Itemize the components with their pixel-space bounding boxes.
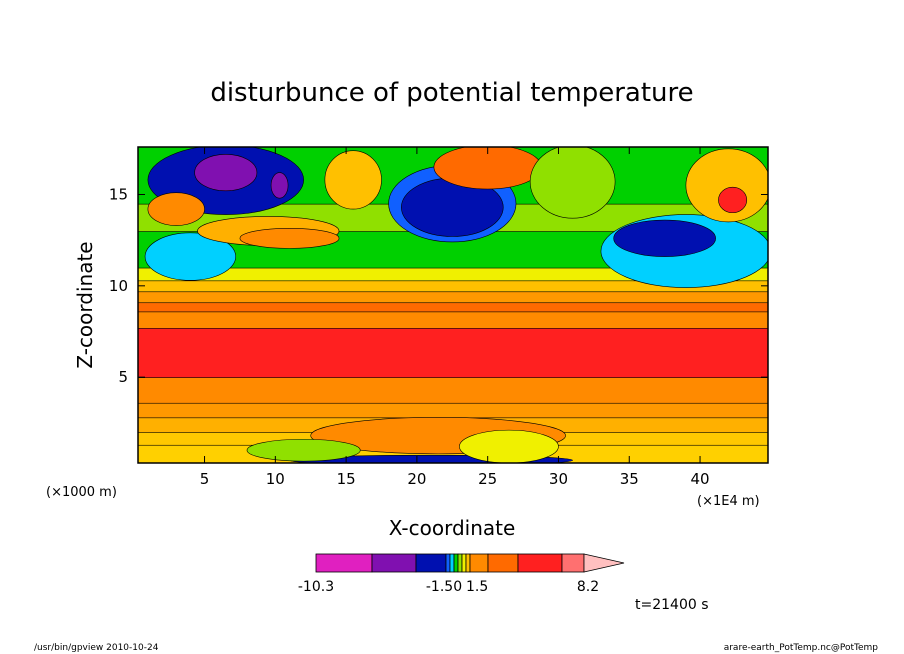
contour-region: [529, 147, 616, 219]
contour-region: [718, 186, 748, 214]
x-tick-label: 5: [200, 470, 210, 488]
contour-region: [459, 429, 559, 463]
y-axis-unit: (×1000 m): [46, 485, 117, 500]
colorbar-label: 8.2: [577, 579, 599, 595]
chart-title: disturbunce of potential temperature: [210, 78, 693, 108]
colorbar-label: 1.5: [466, 579, 488, 595]
y-tick-label: 15: [109, 185, 128, 203]
colorbar-extend-arrow: [583, 553, 625, 573]
contour-region: [239, 227, 340, 249]
contour-band: [138, 311, 768, 329]
colorbar-swatch: [517, 553, 563, 573]
colorbar-swatch: [453, 553, 459, 573]
contour-band: [138, 301, 768, 313]
contour-band: [138, 327, 768, 378]
colorbar-swatch: [469, 553, 489, 573]
x-tick-label: 15: [337, 470, 356, 488]
time-label: t=21400 s: [635, 597, 709, 613]
y-axis-label: Z-coordinate: [73, 241, 97, 368]
contour-region: [144, 232, 236, 281]
contour-region: [194, 154, 258, 192]
contour-region: [324, 150, 382, 210]
y-tick-label: 5: [118, 368, 128, 386]
contour-region: [685, 148, 768, 223]
colorbar-label: -10.3: [298, 579, 334, 595]
x-tick-label: 30: [549, 470, 568, 488]
colorbar-swatch: [415, 553, 447, 573]
x-tick-label: 40: [690, 470, 709, 488]
contour-band: [138, 376, 768, 404]
colorbar-swatch: [465, 553, 471, 573]
y-axis: 5 10 15: [109, 185, 768, 386]
x-tick-label: 10: [266, 470, 285, 488]
contour-region: [147, 192, 205, 226]
colorbar-swatch: [449, 553, 455, 573]
contour-band: [138, 402, 768, 419]
x-tick-label: 35: [620, 470, 639, 488]
x-axis-label: X-coordinate: [389, 516, 516, 540]
colorbar-swatch: [445, 553, 451, 573]
footer-left: /usr/bin/gpview 2010-10-24: [34, 643, 159, 653]
footer-right: arare-earth_PotTemp.nc@PotTemp: [723, 643, 878, 653]
x-tick-label: 25: [478, 470, 497, 488]
plot-frame: [137, 146, 769, 464]
contour-band: [138, 291, 768, 304]
colorbar-swatch: [461, 553, 467, 573]
colorbar-swatch: [315, 553, 373, 573]
y-tick-label: 10: [109, 277, 128, 295]
plot-area: 5 10 15 20 25 30 35 40 5 10 15: [109, 146, 769, 488]
x-axis: 5 10 15 20 25 30 35 40: [200, 147, 710, 488]
contour-region: [246, 438, 361, 462]
colorbar-swatch: [561, 553, 585, 573]
colorbar: -10.3 -1.50 1.5 8.2: [298, 553, 625, 595]
contour-region: [613, 219, 716, 257]
contour-region: [270, 172, 289, 199]
x-tick-label: 20: [407, 470, 426, 488]
colorbar-label: -1.50: [426, 579, 462, 595]
colorbar-swatch: [371, 553, 417, 573]
colorbar-swatch: [487, 553, 519, 573]
colorbar-swatch: [457, 553, 463, 573]
x-axis-unit: (×1E4 m): [697, 494, 760, 509]
